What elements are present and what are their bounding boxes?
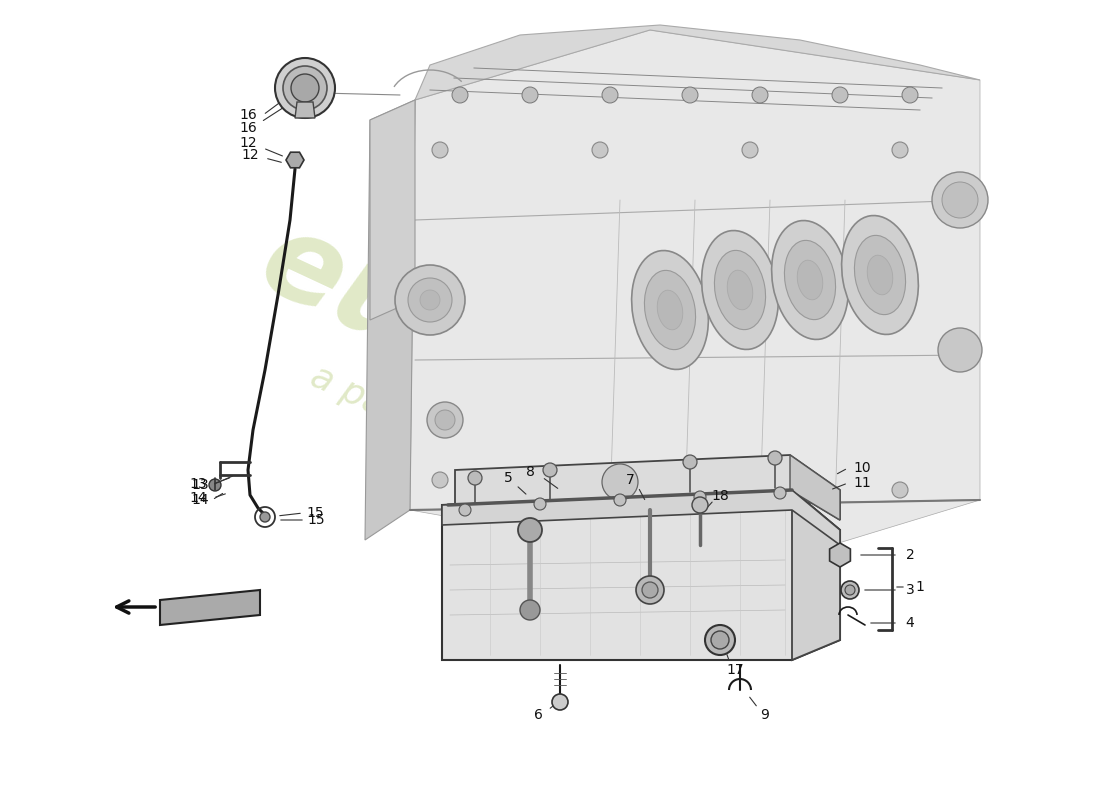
Text: 14: 14 — [189, 491, 207, 505]
Text: 12: 12 — [239, 136, 256, 150]
Circle shape — [459, 504, 471, 516]
Circle shape — [209, 479, 221, 491]
Circle shape — [552, 694, 568, 710]
Ellipse shape — [784, 240, 836, 320]
Text: 10: 10 — [854, 461, 871, 475]
Text: 5: 5 — [504, 471, 513, 485]
Circle shape — [683, 455, 697, 469]
Circle shape — [260, 512, 270, 522]
Text: 12: 12 — [241, 148, 258, 162]
Text: 13: 13 — [189, 477, 207, 491]
Text: 17: 17 — [726, 663, 744, 677]
Circle shape — [518, 518, 542, 542]
Circle shape — [434, 410, 455, 430]
Ellipse shape — [714, 250, 766, 330]
Polygon shape — [286, 152, 304, 168]
Polygon shape — [295, 102, 315, 118]
Circle shape — [432, 142, 448, 158]
Circle shape — [892, 482, 907, 498]
Text: 13: 13 — [191, 478, 209, 492]
Text: 11: 11 — [854, 476, 871, 490]
Circle shape — [932, 172, 988, 228]
Polygon shape — [442, 490, 840, 660]
Text: a passion for parts since 1985: a passion for parts since 1985 — [306, 359, 814, 621]
Ellipse shape — [702, 230, 779, 350]
Text: 6: 6 — [534, 708, 542, 722]
Ellipse shape — [855, 235, 905, 314]
Circle shape — [288, 153, 302, 167]
Text: 18: 18 — [711, 489, 729, 503]
Text: 14: 14 — [191, 493, 209, 507]
Text: 1: 1 — [915, 580, 924, 594]
Circle shape — [902, 87, 918, 103]
Circle shape — [842, 581, 859, 599]
Text: 16: 16 — [239, 121, 257, 135]
Circle shape — [543, 463, 557, 477]
Polygon shape — [790, 455, 840, 520]
Circle shape — [752, 87, 768, 103]
Circle shape — [774, 487, 786, 499]
Ellipse shape — [727, 270, 752, 310]
Text: 8: 8 — [526, 465, 535, 479]
Polygon shape — [365, 100, 415, 540]
Circle shape — [711, 631, 729, 649]
Polygon shape — [160, 590, 260, 625]
Polygon shape — [455, 455, 840, 520]
Ellipse shape — [771, 221, 848, 339]
Circle shape — [602, 87, 618, 103]
Circle shape — [892, 142, 907, 158]
Circle shape — [636, 576, 664, 604]
Polygon shape — [792, 490, 840, 660]
Circle shape — [427, 402, 463, 438]
Circle shape — [534, 498, 546, 510]
Circle shape — [832, 87, 848, 103]
Text: 9: 9 — [760, 708, 769, 722]
Circle shape — [602, 464, 638, 500]
Circle shape — [845, 585, 855, 595]
Polygon shape — [442, 490, 840, 545]
Circle shape — [408, 278, 452, 322]
Circle shape — [642, 582, 658, 598]
Circle shape — [938, 328, 982, 372]
Circle shape — [283, 66, 327, 110]
Circle shape — [742, 482, 758, 498]
Circle shape — [275, 58, 336, 118]
Circle shape — [452, 87, 468, 103]
Ellipse shape — [657, 290, 683, 330]
Circle shape — [468, 471, 482, 485]
Circle shape — [592, 142, 608, 158]
Circle shape — [742, 142, 758, 158]
Ellipse shape — [631, 250, 708, 370]
Circle shape — [395, 265, 465, 335]
Circle shape — [592, 482, 608, 498]
Circle shape — [522, 87, 538, 103]
Text: 4: 4 — [905, 616, 914, 630]
Circle shape — [682, 87, 698, 103]
Ellipse shape — [645, 270, 695, 350]
Circle shape — [694, 491, 706, 503]
Ellipse shape — [798, 260, 823, 300]
Circle shape — [432, 472, 448, 488]
Circle shape — [520, 600, 540, 620]
Text: 15: 15 — [307, 513, 324, 527]
Circle shape — [942, 182, 978, 218]
Polygon shape — [829, 543, 850, 567]
Circle shape — [420, 290, 440, 310]
Circle shape — [292, 74, 319, 102]
Text: 15: 15 — [306, 506, 323, 520]
Circle shape — [614, 494, 626, 506]
Polygon shape — [410, 30, 980, 570]
Polygon shape — [415, 25, 980, 100]
Text: 7: 7 — [626, 473, 635, 487]
Ellipse shape — [867, 255, 893, 295]
Text: 3: 3 — [905, 583, 914, 597]
Polygon shape — [370, 100, 415, 320]
Circle shape — [692, 497, 708, 513]
Text: euroParts: euroParts — [243, 201, 878, 579]
Ellipse shape — [842, 215, 918, 334]
Circle shape — [705, 625, 735, 655]
Text: 16: 16 — [239, 108, 257, 122]
Text: 2: 2 — [905, 548, 914, 562]
Circle shape — [768, 451, 782, 465]
